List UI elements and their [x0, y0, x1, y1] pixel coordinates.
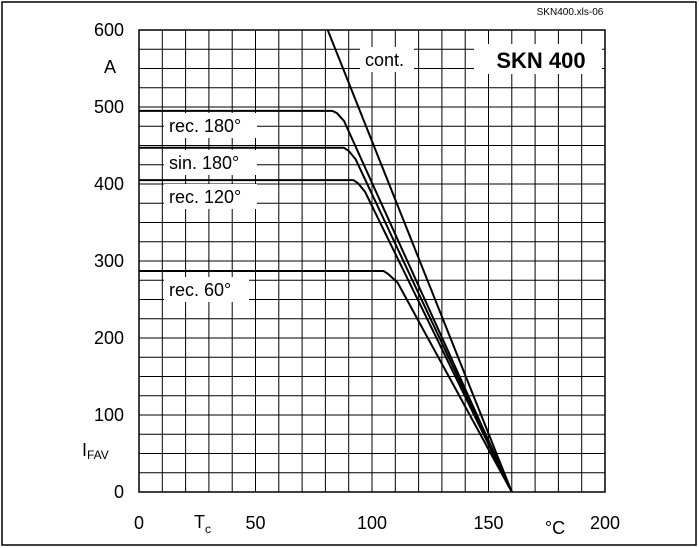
series-label: sin. 180°: [169, 153, 239, 173]
series-label: rec. 180°: [169, 116, 241, 136]
series-label: rec. 60°: [169, 280, 231, 300]
series-labels: cont. rec. 180° sin. 180° rec. 120° rec. 60°: [164, 47, 414, 302]
series-line-cont: [326, 29, 513, 493]
series-label-box: [164, 150, 257, 175]
series-layer: [139, 29, 513, 493]
series-line-sin-180: [139, 146, 513, 493]
y-unit-label: A: [104, 57, 116, 77]
y-tick-label: 500: [94, 97, 124, 117]
x-tick-label: 150: [473, 513, 503, 533]
series-line-rec-60: [139, 270, 513, 493]
x-tick-label: 200: [590, 513, 620, 533]
y-tick-label: 0: [114, 482, 124, 502]
y-tick-label: 600: [94, 20, 124, 40]
series-line-rec-120: [139, 179, 513, 493]
file-label: SKN400.xls-06: [537, 7, 604, 18]
series-label: cont.: [365, 50, 404, 70]
series-label-box: [360, 47, 414, 72]
series-line-rec-180: [139, 109, 513, 493]
grid: [139, 30, 605, 492]
series-label: rec. 120°: [169, 187, 241, 207]
y-tick-labels: 0 100 200 300 400 500 600: [94, 20, 124, 502]
y-tick-label: 200: [94, 328, 124, 348]
title-box: [474, 44, 602, 74]
y-tick-label: 300: [94, 251, 124, 271]
series-label-box: [164, 113, 257, 138]
y-tick-label: 400: [94, 174, 124, 194]
series-label-box: [164, 277, 249, 302]
x-tick-label: 0: [134, 513, 144, 533]
chart-title: SKN 400: [496, 48, 585, 73]
x-unit-label: °C: [545, 518, 565, 538]
x-tick-label: 50: [245, 513, 265, 533]
y-tick-label: 100: [94, 405, 124, 425]
x-tick-labels: 0 50 100 150 200: [134, 513, 620, 533]
x-tick-label: 100: [357, 513, 387, 533]
plot-area-border: [138, 29, 606, 493]
series-label-box: [164, 184, 257, 209]
